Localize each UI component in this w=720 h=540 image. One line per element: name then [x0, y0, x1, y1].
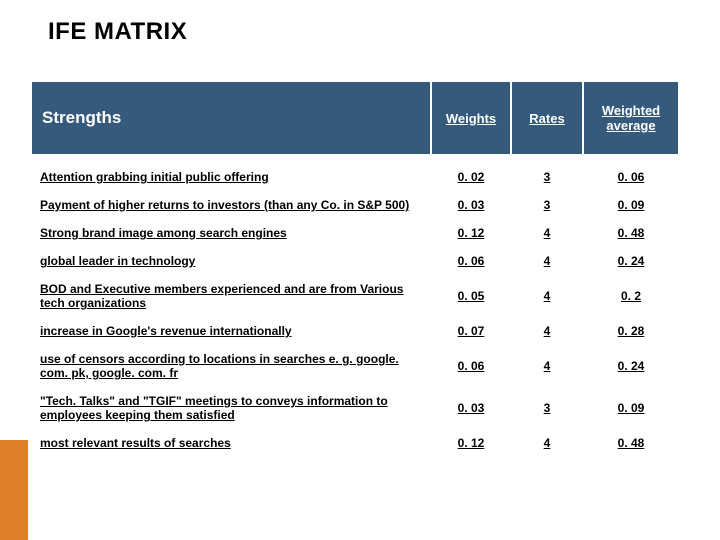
- cell-desc: Strong brand image among search engines: [31, 219, 431, 247]
- header-rates: Rates: [511, 81, 583, 155]
- header-weighted-average: Weighted average: [583, 81, 679, 155]
- cell-weight: 0. 12: [431, 429, 511, 457]
- cell-rate: 4: [511, 345, 583, 387]
- table-row: increase in Google's revenue internation…: [31, 317, 679, 345]
- cell-weighted-average: 0. 24: [583, 247, 679, 275]
- table-header-row: Strengths Weights Rates Weighted average: [31, 81, 679, 155]
- cell-rate: 3: [511, 191, 583, 219]
- cell-desc: use of censors according to locations in…: [31, 345, 431, 387]
- cell-rate: 4: [511, 247, 583, 275]
- page-title: IFE MATRIX: [48, 18, 187, 46]
- cell-weighted-average: 0. 2: [583, 275, 679, 317]
- cell-weighted-average: 0. 48: [583, 429, 679, 457]
- cell-weight: 0. 03: [431, 387, 511, 429]
- cell-weight: 0. 07: [431, 317, 511, 345]
- spacer-row: [31, 155, 679, 163]
- cell-rate: 3: [511, 387, 583, 429]
- cell-weighted-average: 0. 06: [583, 163, 679, 191]
- accent-bar: [0, 440, 28, 540]
- cell-rate: 4: [511, 219, 583, 247]
- cell-weighted-average: 0. 09: [583, 387, 679, 429]
- cell-rate: 4: [511, 429, 583, 457]
- header-strengths: Strengths: [31, 81, 431, 155]
- cell-rate: 3: [511, 163, 583, 191]
- cell-desc: BOD and Executive members experienced an…: [31, 275, 431, 317]
- cell-weight: 0. 06: [431, 345, 511, 387]
- cell-desc: global leader in technology: [31, 247, 431, 275]
- table-body: Attention grabbing initial public offeri…: [31, 155, 679, 457]
- cell-desc: Attention grabbing initial public offeri…: [31, 163, 431, 191]
- cell-weight: 0. 03: [431, 191, 511, 219]
- table-row: most relevant results of searches0. 1240…: [31, 429, 679, 457]
- cell-weight: 0. 12: [431, 219, 511, 247]
- cell-weight: 0. 06: [431, 247, 511, 275]
- table-row: global leader in technology0. 0640. 24: [31, 247, 679, 275]
- ife-matrix-table: Strengths Weights Rates Weighted average…: [30, 80, 680, 458]
- cell-rate: 4: [511, 317, 583, 345]
- cell-weight: 0. 02: [431, 163, 511, 191]
- header-weights: Weights: [431, 81, 511, 155]
- cell-rate: 4: [511, 275, 583, 317]
- table-row: Strong brand image among search engines0…: [31, 219, 679, 247]
- table-row: BOD and Executive members experienced an…: [31, 275, 679, 317]
- cell-desc: most relevant results of searches: [31, 429, 431, 457]
- cell-weighted-average: 0. 24: [583, 345, 679, 387]
- cell-desc: Payment of higher returns to investors (…: [31, 191, 431, 219]
- table-row: Payment of higher returns to investors (…: [31, 191, 679, 219]
- cell-desc: increase in Google's revenue internation…: [31, 317, 431, 345]
- cell-weighted-average: 0. 28: [583, 317, 679, 345]
- cell-weighted-average: 0. 48: [583, 219, 679, 247]
- cell-weight: 0. 05: [431, 275, 511, 317]
- cell-weighted-average: 0. 09: [583, 191, 679, 219]
- table-row: "Tech. Talks" and "TGIF" meetings to con…: [31, 387, 679, 429]
- table-row: Attention grabbing initial public offeri…: [31, 163, 679, 191]
- cell-desc: "Tech. Talks" and "TGIF" meetings to con…: [31, 387, 431, 429]
- table-row: use of censors according to locations in…: [31, 345, 679, 387]
